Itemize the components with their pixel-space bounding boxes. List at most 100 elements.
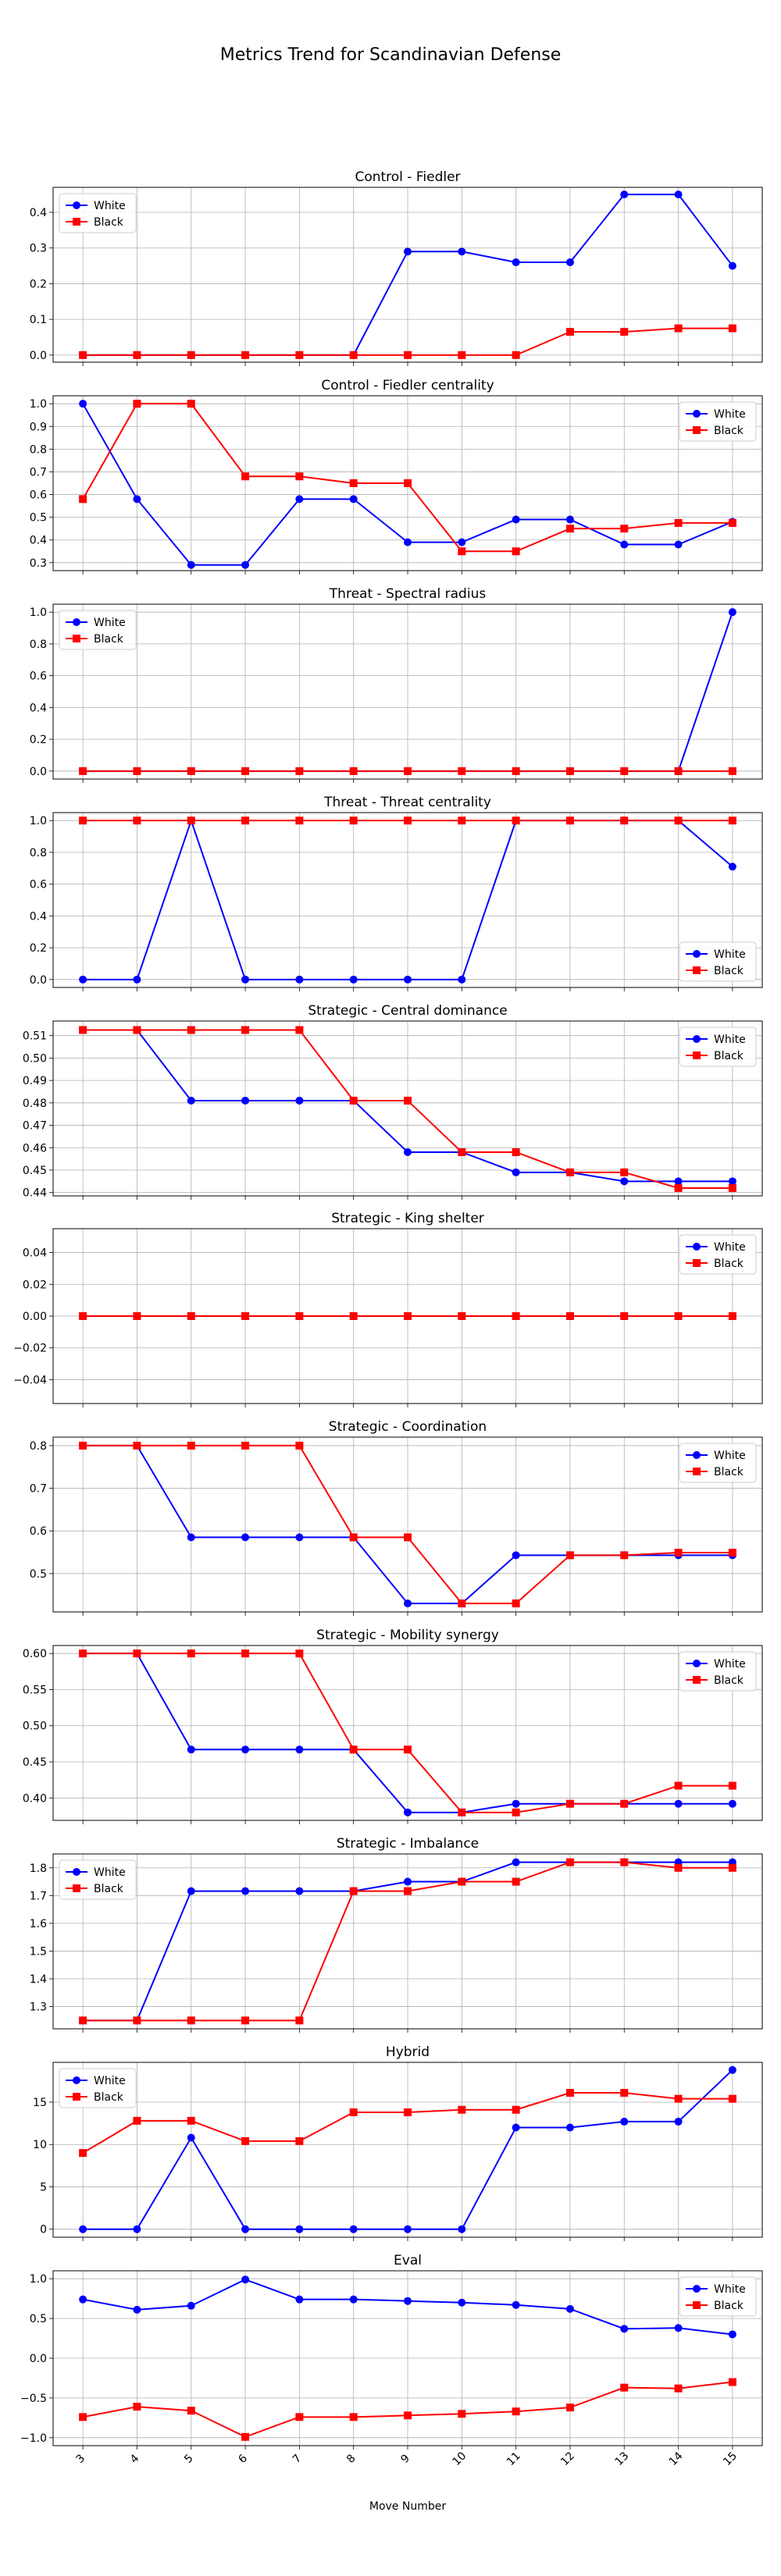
legend-label: White xyxy=(94,2075,126,2087)
y-tick-label: 0.55 xyxy=(23,1684,47,1696)
panel-title: Eval xyxy=(394,2253,422,2268)
data-point-black xyxy=(349,2108,358,2116)
y-tick-label: 1.8 xyxy=(30,1863,47,1875)
data-point-black xyxy=(674,767,683,775)
data-point-white xyxy=(404,1599,412,1608)
data-point-black xyxy=(187,767,195,775)
data-point-black xyxy=(620,1858,629,1866)
data-point-white xyxy=(512,515,520,524)
data-point-black xyxy=(187,2016,195,2025)
data-point-black xyxy=(512,1808,520,1816)
data-point-white xyxy=(295,1533,304,1542)
data-point-black xyxy=(674,324,683,333)
legend-marker xyxy=(693,1451,701,1459)
data-point-black xyxy=(674,1183,683,1192)
data-point-black xyxy=(79,1441,87,1450)
data-point-black xyxy=(404,1096,412,1105)
data-point-black xyxy=(349,2413,358,2421)
data-point-white xyxy=(404,2297,412,2305)
data-point-white xyxy=(728,2065,736,2074)
legend-marker xyxy=(73,618,80,626)
data-point-black xyxy=(728,2094,736,2103)
data-point-black xyxy=(79,767,87,775)
y-tick-label: 0.0 xyxy=(30,766,47,778)
y-tick-label: 0.4 xyxy=(30,910,47,923)
data-point-white xyxy=(620,2325,629,2333)
y-tick-label: 0.5 xyxy=(30,512,47,525)
data-point-black xyxy=(565,767,574,775)
x-tick-label: 12 xyxy=(558,2450,577,2468)
data-point-black xyxy=(349,1745,358,1754)
data-point-white xyxy=(349,2225,358,2233)
y-tick-label: 0.7 xyxy=(30,1483,47,1496)
legend-label: Black xyxy=(714,1674,744,1687)
data-point-black xyxy=(133,1026,141,1034)
data-point-white xyxy=(241,560,250,569)
y-tick-label: 0.8 xyxy=(30,639,47,651)
y-tick-label: 0.50 xyxy=(23,1052,47,1065)
y-tick-label: 0.5 xyxy=(30,1568,47,1581)
y-tick-label: 0.0 xyxy=(30,2353,47,2365)
x-tick-label: 9 xyxy=(398,2452,412,2466)
data-point-white xyxy=(187,1096,195,1105)
y-tick-label: 0.8 xyxy=(30,443,47,456)
data-point-white xyxy=(512,1168,520,1176)
data-point-black xyxy=(512,2407,520,2416)
y-tick-label: 0.48 xyxy=(23,1098,47,1110)
data-point-white xyxy=(404,1148,412,1156)
data-point-black xyxy=(728,1312,736,1320)
legend: White Black xyxy=(679,1651,757,1692)
data-point-white xyxy=(295,1745,304,1754)
chart-panel-11: Eval 3 4 5 6 7 8 9 10 11 12 13 14 15 −1.0 −0.5 0.0 0.5 1.0… xyxy=(20,2253,763,2468)
data-point-black xyxy=(565,817,574,825)
y-tick-label: 0.3 xyxy=(30,557,47,570)
data-point-black xyxy=(349,350,358,359)
data-point-black xyxy=(404,1312,412,1320)
data-point-black xyxy=(187,2407,195,2415)
legend-label: Black xyxy=(94,1883,124,1895)
chart-panel-5: Strategic - Central dominance 0.44 0.45 0.4… xyxy=(23,1003,763,1200)
data-point-white xyxy=(404,1877,412,1886)
data-point-black xyxy=(187,1441,195,1450)
data-point-black xyxy=(728,1549,736,1557)
data-point-black xyxy=(187,2116,195,2125)
chart-panel-4: Threat - Threat centrality 0.0 0.2 0.4 0.6 0.… xyxy=(30,795,763,991)
axes-frame xyxy=(52,1436,763,1613)
data-point-white xyxy=(565,2304,574,2313)
data-point-white xyxy=(728,608,736,617)
panel-title: Strategic - King shelter xyxy=(331,1211,484,1226)
data-point-black xyxy=(512,1148,520,1156)
data-point-white xyxy=(512,258,520,266)
panel-title: Threat - Threat centrality xyxy=(323,795,491,810)
data-point-white xyxy=(512,2300,520,2309)
legend-marker xyxy=(73,2076,80,2084)
legend-label: Black xyxy=(714,965,744,977)
data-point-black xyxy=(458,1877,466,1886)
data-point-black xyxy=(620,817,629,825)
data-point-white xyxy=(187,1533,195,1542)
data-point-black xyxy=(565,1799,574,1808)
y-tick-label: 0.4 xyxy=(30,702,47,714)
data-point-white xyxy=(79,400,87,408)
data-point-white xyxy=(295,495,304,503)
data-point-black xyxy=(133,1649,141,1658)
data-point-black xyxy=(458,767,466,775)
y-tick-label: −0.04 xyxy=(13,1374,47,1386)
legend-label: Black xyxy=(94,633,124,646)
y-tick-label: 0.0 xyxy=(30,350,47,362)
data-point-black xyxy=(241,767,250,775)
x-tick-label: 3 xyxy=(73,2452,87,2466)
data-point-white xyxy=(512,1799,520,1808)
data-point-white xyxy=(728,1177,736,1186)
data-point-black xyxy=(404,2411,412,2420)
legend-marker xyxy=(73,201,80,209)
y-tick-label: 0.4 xyxy=(30,207,47,219)
data-point-white xyxy=(620,2117,629,2126)
data-point-white xyxy=(187,2301,195,2310)
x-tick-label: 11 xyxy=(505,2450,523,2468)
panel-title: Strategic - Central dominance xyxy=(308,1003,507,1019)
y-tick-label: 0.6 xyxy=(30,1525,47,1538)
x-tick-label: 8 xyxy=(344,2452,358,2466)
y-tick-label: −0.02 xyxy=(13,1343,47,1355)
data-point-white xyxy=(349,975,358,984)
